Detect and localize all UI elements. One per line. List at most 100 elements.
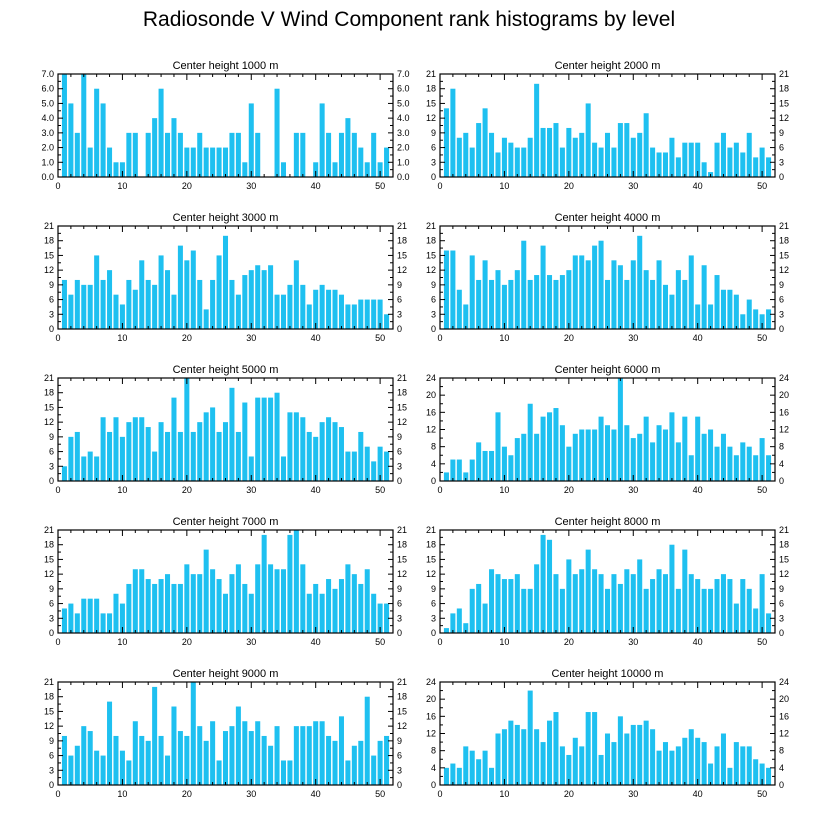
x-tick-label: 10 [499,485,509,495]
histogram-bar [364,299,370,329]
y-tick-label-right: 0 [397,628,402,638]
x-tick-label: 30 [246,485,256,495]
histogram-bar [274,392,280,481]
histogram-bar [216,431,222,481]
histogram-bar [313,162,319,177]
y-tick-label-right: 6 [779,295,784,305]
y-tick-label: 15 [44,554,54,564]
histogram-bar [688,729,694,785]
histogram-bar [113,162,119,177]
histogram-bar [229,132,235,177]
histogram-bar [559,425,565,481]
histogram-bar [158,422,164,481]
histogram-bar [766,613,772,633]
x-tick-label: 0 [437,333,442,343]
histogram-bar [727,289,733,329]
histogram-bar [235,431,241,481]
histogram-bar [508,720,514,786]
y-tick-label: 0 [49,780,54,790]
histogram-bar [274,88,280,177]
histogram-bar [306,726,312,785]
y-tick-label: 6 [49,751,54,761]
histogram-bar [727,767,733,785]
x-tick-label: 40 [693,333,703,343]
histogram-bar [585,549,591,633]
histogram-bar [495,733,501,785]
histogram-bar [235,706,241,785]
histogram-bar [81,726,87,785]
x-tick-label: 50 [757,485,767,495]
histogram-bar [656,260,662,329]
histogram-bar [733,294,739,329]
histogram-bar [675,746,681,786]
histogram-bar [489,767,495,785]
histogram-bar [598,574,604,633]
histogram-bar [572,137,578,177]
histogram-bar [165,431,171,481]
y-tick-label-right: 24 [779,373,789,383]
histogram-bar [662,152,668,177]
panel-title: Center height 8000 m [555,516,661,528]
x-tick-label: 50 [375,485,385,495]
histogram-bar [300,417,306,481]
histogram-bar [371,132,377,177]
x-tick-label: 20 [182,485,192,495]
y-tick-label: 9 [49,584,54,594]
histogram-bar [669,412,675,481]
y-tick-label-right: 21 [397,677,407,687]
histogram-bar [759,763,765,785]
y-tick-label-right: 3 [397,765,402,775]
histogram-bar [469,255,475,329]
histogram-bar [293,412,299,481]
y-tick-label-right: 6 [397,751,402,761]
histogram-bar [662,574,668,633]
y-tick-label: 0 [49,476,54,486]
histogram-bar [351,304,357,329]
histogram-bar [766,157,772,177]
histogram-bar [371,299,377,329]
y-tick-label: 0 [431,172,436,182]
y-tick-label: 21 [426,221,436,231]
histogram-bar [203,412,209,481]
histogram-bar [248,103,254,177]
histogram-bar [489,132,495,177]
histogram-bar [714,579,720,633]
y-tick-label-right: 0 [779,628,784,638]
histogram-bar [338,427,344,481]
histogram-bar [61,608,67,633]
histogram-bar [553,574,559,633]
histogram-bar [656,425,662,481]
histogram-bar [190,431,196,481]
histogram-bar [521,433,527,481]
histogram-bar [727,579,733,633]
histogram-bar [74,132,80,177]
histogram-bar [255,397,261,481]
histogram-bar [740,152,746,177]
y-tick-label-right: 15 [397,402,407,412]
histogram-bar [293,260,299,329]
y-tick-label-right: 12 [779,729,789,739]
histogram-bar [261,397,267,481]
histogram-bar [463,472,469,481]
histogram-bar [482,750,488,785]
histogram-bar [675,442,681,482]
histogram-bar [547,127,553,177]
histogram-bar [139,260,145,329]
histogram-bar [377,446,383,481]
histogram-bar [688,142,694,177]
y-tick-label: 21 [44,373,54,383]
y-tick-label: 16 [426,407,436,417]
histogram-bar [708,304,714,329]
histogram-bar [727,147,733,177]
histogram-bar [81,456,87,481]
histogram-bar [559,147,565,177]
y-tick-label: 21 [44,677,54,687]
histogram-bar [326,735,332,785]
histogram-bar [326,417,332,481]
histogram-bar [708,763,714,785]
histogram-bar [534,83,540,177]
histogram-bar [701,742,707,785]
y-tick-label-right: 21 [779,69,789,79]
